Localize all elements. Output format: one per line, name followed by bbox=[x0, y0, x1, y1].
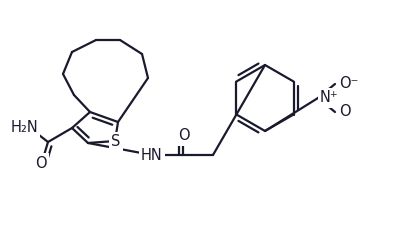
Text: O⁻: O⁻ bbox=[339, 76, 358, 92]
Text: S: S bbox=[111, 134, 121, 150]
Text: O: O bbox=[35, 156, 47, 170]
Text: HN: HN bbox=[141, 148, 163, 162]
Text: H₂N: H₂N bbox=[10, 120, 38, 134]
Text: N⁺: N⁺ bbox=[320, 90, 339, 106]
Text: O: O bbox=[178, 128, 190, 144]
Text: O: O bbox=[339, 104, 351, 120]
